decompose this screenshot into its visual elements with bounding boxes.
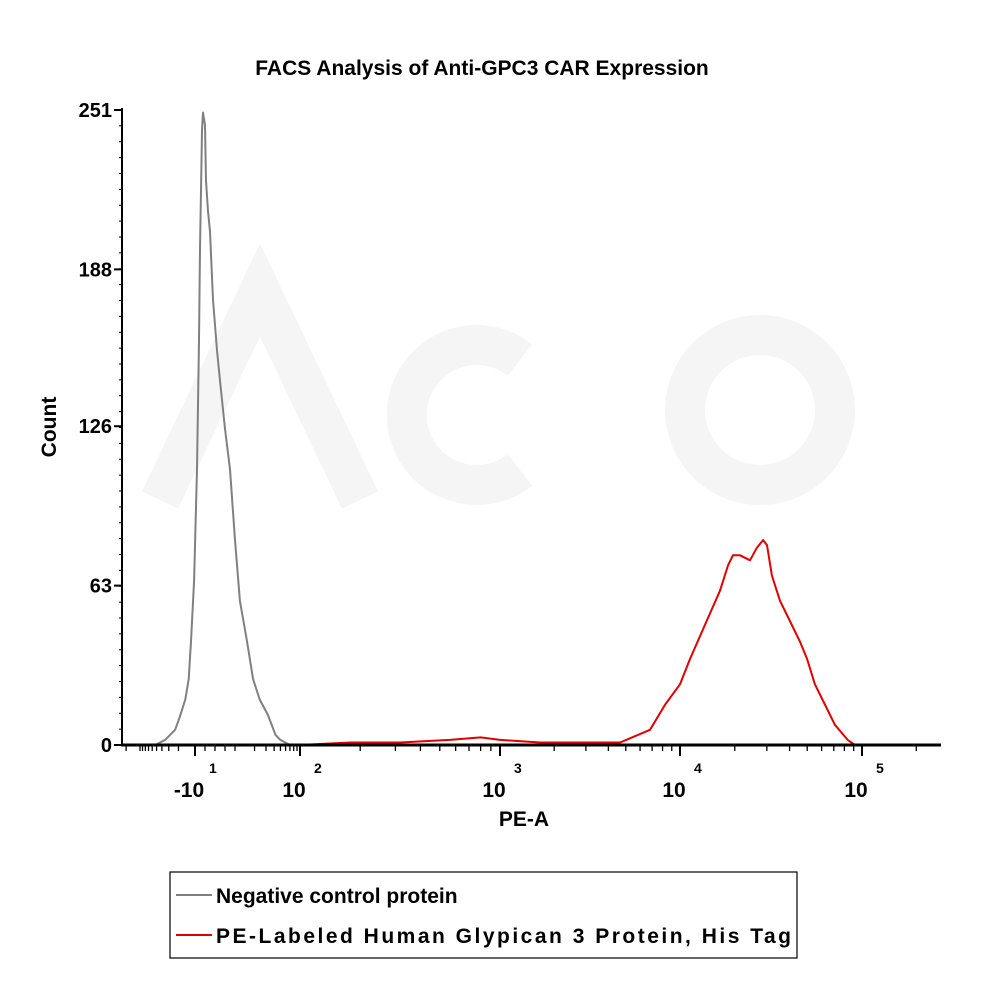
legend: Negative control protein PE-Labeled Huma… xyxy=(169,871,798,959)
x-tick-label-base: 10 xyxy=(282,779,305,802)
x-axis: -10 1 10 2 10 3 10 4 10 5 xyxy=(125,745,917,802)
x-axis-label: PE-A xyxy=(499,808,549,831)
x-tick-label-exponent: 4 xyxy=(694,760,702,776)
x-tick-label-base: -10 xyxy=(174,779,204,802)
chart-title: FACS Analysis of Anti-GPC3 CAR Expressio… xyxy=(255,57,709,80)
y-tick-label: 63 xyxy=(90,576,112,598)
series-layer xyxy=(131,111,877,746)
legend-label-negative: Negative control protein xyxy=(216,885,458,908)
y-axis-label: Count xyxy=(38,397,61,458)
watermark-logo xyxy=(141,243,855,509)
legend-label-pe-gpc3: PE-Labeled Human Glypican 3 Protein, His… xyxy=(216,925,791,948)
y-tick-label: 188 xyxy=(79,259,112,281)
watermark-logo-shape-c xyxy=(386,325,533,505)
series-pe-gpc3-line xyxy=(299,539,877,746)
y-tick-label: 251 xyxy=(79,100,112,122)
x-tick-label-exponent: 1 xyxy=(209,760,217,776)
x-tick-label-base: 10 xyxy=(482,779,505,802)
x-tick-label-exponent: 3 xyxy=(514,760,522,776)
y-tick-label: 126 xyxy=(79,416,112,438)
x-tick-label-exponent: 2 xyxy=(314,760,322,776)
legend-box xyxy=(169,871,798,959)
x-tick-label-base: 10 xyxy=(844,779,867,802)
y-tick-label: 0 xyxy=(101,735,112,757)
series-negative-control-line xyxy=(131,111,300,746)
x-tick-label-exponent: 5 xyxy=(876,760,884,776)
y-axis: 0 63 126 188 251 xyxy=(79,100,122,757)
x-tick-label-base: 10 xyxy=(662,779,685,802)
watermark-logo-shape-o xyxy=(665,315,855,505)
watermark-logo-shape-a xyxy=(141,243,379,509)
